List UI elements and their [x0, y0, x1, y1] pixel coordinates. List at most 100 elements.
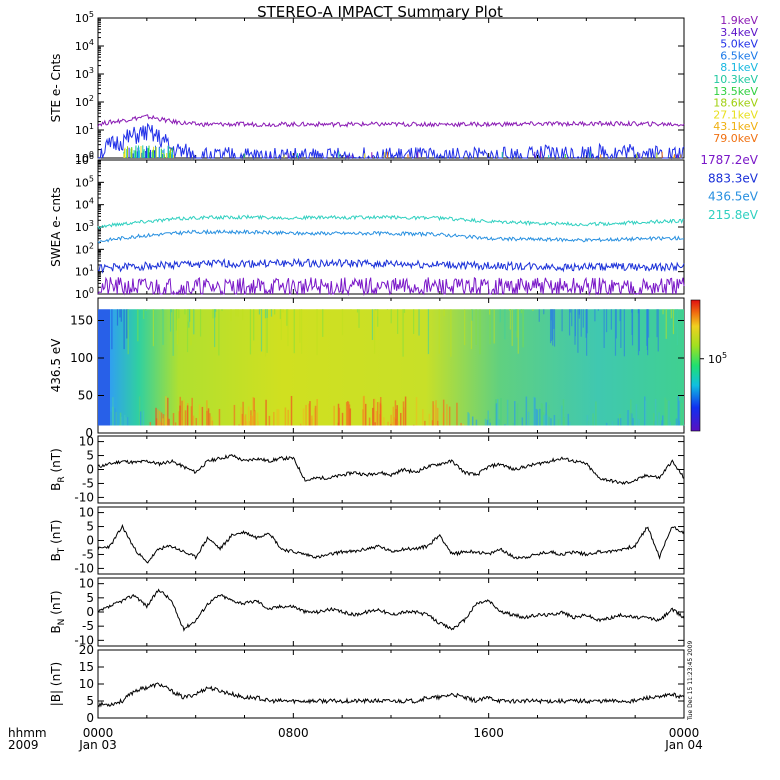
pad-heatmap-stripe: [500, 398, 502, 426]
pad-heatmap-stripe: [165, 396, 167, 426]
pad-heatmap-stripe: [574, 309, 576, 337]
pad-heatmap-stripe: [471, 416, 474, 426]
pad-heatmap-stripe: [144, 309, 147, 319]
pad-heatmap-stripe: [199, 309, 202, 337]
pad-heatmap-stripe: [374, 398, 376, 426]
pad-heatmap-stripe: [624, 424, 626, 426]
pad-heatmap-stripe: [436, 407, 439, 426]
pad-heatmap-stripe: [258, 309, 261, 315]
pad-heatmap-stripe: [157, 419, 160, 426]
pad-heatmap-stripe: [513, 401, 516, 426]
pad-heatmap-stripe: [632, 418, 634, 426]
pad-heatmap-stripe: [181, 420, 183, 426]
pad-heatmap-stripe: [123, 309, 125, 350]
pad-heatmap-stripe: [571, 309, 573, 327]
pad-heatmap-stripe: [391, 422, 394, 426]
pad-heatmap-stripe: [433, 404, 436, 426]
pad-heatmap-stripe: [375, 309, 377, 311]
swea-series-line: [97, 214, 685, 230]
pad-heatmap-stripe: [517, 309, 519, 354]
pad-heatmap-stripe: [175, 309, 177, 331]
pad-heatmap-stripe: [428, 413, 431, 426]
pad-heatmap-stripe: [364, 403, 367, 426]
pad-heatmap-stripe: [546, 415, 548, 426]
plot-title: STEREO-A IMPACT Summary Plot: [257, 3, 503, 21]
bmag-ylabel: |B| (nT): [49, 662, 63, 706]
pad-heatmap-stripe: [646, 309, 648, 346]
pad-heatmap-stripe: [661, 420, 663, 426]
pad-heatmap-stripe: [155, 418, 158, 426]
pad-heatmap-stripe: [580, 309, 582, 337]
pad-heatmap-stripe: [137, 309, 139, 342]
pad-heatmap-stripe: [161, 309, 163, 311]
br-ytick-label: 0: [86, 463, 94, 477]
pad-heatmap-stripe: [252, 397, 255, 426]
ste-legend-item: 6.5keV: [720, 49, 758, 62]
pad-heatmap-stripe: [627, 410, 629, 426]
bn-ytick-label: 0: [86, 605, 94, 619]
bt-series-line: [97, 523, 685, 564]
pad-heatmap-stripe: [678, 400, 680, 426]
pad-heatmap-stripe: [186, 309, 189, 353]
pad-heatmap-stripe: [535, 408, 538, 426]
pad-heatmap-stripe: [163, 424, 165, 426]
pad-heatmap-stripe: [516, 309, 518, 338]
pad-heatmap-stripe: [347, 401, 350, 426]
ste-legend-item: 1.9keV: [720, 14, 758, 27]
pad-heatmap-stripe: [568, 309, 571, 336]
bt-ytick-label: -5: [82, 547, 94, 561]
bmag-ytick-label: 10: [79, 677, 94, 691]
pad-heatmap-stripe: [468, 413, 470, 426]
pad-heatmap-stripe: [276, 409, 278, 426]
pad-heatmap-stripe: [274, 309, 276, 315]
pad-heatmap-stripe: [120, 416, 123, 426]
pad-heatmap-stripe: [442, 399, 445, 426]
pad-heatmap-stripe: [509, 309, 511, 330]
pad-heatmap-low-strip: [98, 309, 110, 426]
pad-heatmap-stripe: [124, 414, 126, 426]
pad-heatmap-stripe: [373, 309, 376, 354]
swea-series-line: [97, 257, 685, 274]
pad-heatmap-stripe: [489, 309, 491, 315]
pad-heatmap-stripe: [450, 309, 452, 357]
pad-heatmap-stripe: [553, 309, 556, 347]
pad-heatmap-stripe: [392, 406, 395, 426]
pad-heatmap-stripe: [544, 415, 546, 426]
pad-heatmap-stripe: [605, 422, 608, 426]
pad-heatmap-stripe: [402, 401, 405, 426]
pad-heatmap-stripe: [527, 411, 530, 426]
ste-ytick-label: 103: [75, 66, 94, 81]
pad-heatmap-stripe: [111, 309, 113, 350]
swea-ytick-label: 103: [75, 219, 94, 234]
pad-heatmap-stripe: [674, 423, 677, 426]
pad-heatmap-stripe: [397, 309, 399, 334]
pad-heatmap-stripe: [635, 404, 638, 426]
pad-heatmap-stripe: [550, 418, 552, 426]
pad-heatmap-stripe: [681, 402, 683, 426]
br-ytick-label: 5: [86, 449, 94, 463]
pad-heatmap-stripe: [333, 405, 335, 426]
pad-heatmap-stripe: [362, 396, 365, 426]
pad-heatmap-stripe: [159, 421, 162, 426]
pad-heatmap-stripe: [623, 309, 625, 357]
pad-heatmap-stripe: [345, 402, 348, 426]
pad-heatmap-stripe: [435, 400, 437, 426]
pad-heatmap-stripe: [683, 424, 685, 426]
pad-heatmap-stripe: [493, 309, 495, 344]
pad-heatmap-stripe: [611, 421, 614, 426]
pad-heatmap-stripe: [379, 396, 382, 426]
pad-heatmap-stripe: [284, 407, 287, 426]
pad-heatmap-stripe: [184, 309, 186, 315]
pad-heatmap-stripe: [126, 309, 128, 339]
pad-heatmap-stripe: [377, 309, 379, 317]
pad-heatmap-stripe: [341, 309, 344, 336]
pad-heatmap-stripe: [160, 412, 163, 426]
pad-heatmap-stripe: [221, 309, 223, 312]
pad-heatmap-stripe: [668, 400, 670, 426]
pad-heatmap-stripe: [302, 408, 305, 426]
pad-heatmap-stripe: [127, 309, 129, 355]
bt-ylabel: BT (nT): [49, 520, 67, 562]
pad-heatmap-stripe: [178, 309, 180, 319]
ste-ytick-label: 100: [75, 150, 94, 165]
pad-heatmap-stripe: [358, 309, 360, 328]
